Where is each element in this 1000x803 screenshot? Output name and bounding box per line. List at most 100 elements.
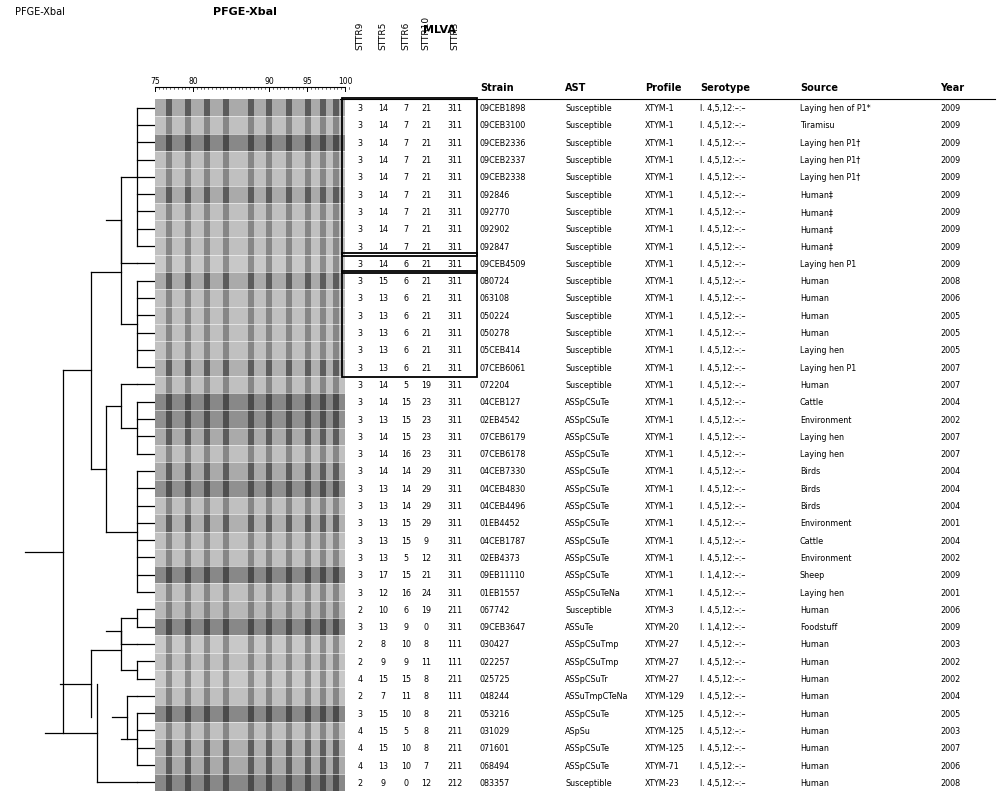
Bar bbox=[248, 687, 254, 704]
Bar bbox=[320, 169, 326, 186]
Text: 311: 311 bbox=[448, 553, 462, 562]
Text: 072204: 072204 bbox=[480, 381, 510, 389]
Text: Susceptible: Susceptible bbox=[565, 277, 612, 286]
Bar bbox=[286, 601, 292, 618]
Text: Year: Year bbox=[940, 83, 964, 93]
Text: 07CEB6061: 07CEB6061 bbox=[480, 363, 526, 372]
Bar bbox=[333, 635, 339, 653]
Text: 031029: 031029 bbox=[480, 726, 510, 735]
Text: 11: 11 bbox=[421, 657, 431, 666]
Text: Susceptible: Susceptible bbox=[565, 243, 612, 251]
Text: 8: 8 bbox=[424, 726, 428, 735]
Text: 2005: 2005 bbox=[940, 346, 960, 355]
Bar bbox=[204, 238, 210, 255]
Bar bbox=[166, 203, 172, 221]
Bar bbox=[185, 221, 191, 238]
Bar bbox=[155, 411, 345, 428]
Text: Foodstuff: Foodstuff bbox=[800, 622, 837, 631]
Text: 2007: 2007 bbox=[940, 432, 960, 442]
Text: I. 4,5,12:–:–: I. 4,5,12:–:– bbox=[700, 467, 746, 476]
Bar bbox=[248, 653, 254, 670]
Text: 3: 3 bbox=[358, 139, 362, 148]
Bar bbox=[185, 704, 191, 722]
Text: Cattle: Cattle bbox=[800, 536, 824, 545]
Bar bbox=[333, 377, 339, 393]
Text: 311: 311 bbox=[448, 363, 462, 372]
Bar bbox=[223, 152, 229, 169]
Text: 7: 7 bbox=[403, 243, 409, 251]
Text: 2009: 2009 bbox=[940, 571, 960, 580]
Text: 3: 3 bbox=[358, 312, 362, 320]
Text: 13: 13 bbox=[378, 363, 388, 372]
Text: ASSpCSuTe: ASSpCSuTe bbox=[565, 432, 610, 442]
Text: 2001: 2001 bbox=[940, 519, 960, 528]
Text: 21: 21 bbox=[421, 346, 431, 355]
Text: 311: 311 bbox=[448, 225, 462, 234]
Bar bbox=[204, 324, 210, 342]
Bar bbox=[333, 584, 339, 601]
Bar bbox=[166, 308, 172, 324]
Text: 2: 2 bbox=[357, 691, 363, 700]
Bar bbox=[266, 273, 272, 290]
Text: 21: 21 bbox=[421, 104, 431, 113]
Bar bbox=[155, 238, 345, 255]
Text: 13: 13 bbox=[378, 294, 388, 303]
Text: 10: 10 bbox=[401, 709, 411, 718]
Bar bbox=[266, 117, 272, 134]
Bar bbox=[304, 532, 310, 549]
Text: 3: 3 bbox=[358, 363, 362, 372]
Bar bbox=[333, 653, 339, 670]
Text: 21: 21 bbox=[421, 363, 431, 372]
Text: 211: 211 bbox=[447, 760, 463, 769]
Text: I. 4,5,12:–:–: I. 4,5,12:–:– bbox=[700, 709, 746, 718]
Text: 21: 21 bbox=[421, 259, 431, 268]
Bar bbox=[333, 238, 339, 255]
Bar bbox=[204, 653, 210, 670]
Bar bbox=[223, 393, 229, 411]
Text: Human: Human bbox=[800, 744, 829, 752]
Text: Profile: Profile bbox=[645, 83, 682, 93]
Bar bbox=[266, 740, 272, 756]
Bar bbox=[223, 722, 229, 740]
Bar bbox=[286, 308, 292, 324]
Bar bbox=[266, 774, 272, 791]
Text: Susceptible: Susceptible bbox=[565, 190, 612, 199]
Text: 311: 311 bbox=[448, 259, 462, 268]
Text: 21: 21 bbox=[421, 139, 431, 148]
Text: 15: 15 bbox=[401, 432, 411, 442]
Text: 2004: 2004 bbox=[940, 691, 960, 700]
Text: ASSpCSuTmp: ASSpCSuTmp bbox=[565, 657, 620, 666]
Text: 311: 311 bbox=[448, 328, 462, 337]
Text: 3: 3 bbox=[358, 346, 362, 355]
Bar bbox=[166, 238, 172, 255]
Bar bbox=[248, 635, 254, 653]
Bar bbox=[204, 601, 210, 618]
Text: 15: 15 bbox=[378, 744, 388, 752]
Text: 311: 311 bbox=[448, 484, 462, 493]
Text: 3: 3 bbox=[358, 519, 362, 528]
Text: 7: 7 bbox=[403, 139, 409, 148]
Bar bbox=[320, 618, 326, 635]
Text: ASSpCSuTe: ASSpCSuTe bbox=[565, 467, 610, 476]
Text: 8: 8 bbox=[424, 744, 428, 752]
Bar bbox=[155, 290, 345, 308]
Bar bbox=[304, 774, 310, 791]
Bar bbox=[204, 290, 210, 308]
Bar bbox=[320, 722, 326, 740]
Text: Human: Human bbox=[800, 778, 829, 787]
Bar bbox=[266, 584, 272, 601]
Bar bbox=[304, 670, 310, 687]
Text: 111: 111 bbox=[448, 640, 462, 649]
Text: I. 4,5,12:–:–: I. 4,5,12:–:– bbox=[700, 312, 746, 320]
Bar bbox=[286, 584, 292, 601]
Text: PFGE-Xbal: PFGE-Xbal bbox=[213, 7, 277, 17]
Bar bbox=[333, 100, 339, 117]
Text: 2009: 2009 bbox=[940, 225, 960, 234]
Bar bbox=[333, 290, 339, 308]
Text: Susceptible: Susceptible bbox=[565, 381, 612, 389]
Bar bbox=[248, 273, 254, 290]
Bar bbox=[155, 463, 345, 480]
Bar bbox=[204, 480, 210, 497]
Text: Human: Human bbox=[800, 760, 829, 769]
Text: 3: 3 bbox=[358, 501, 362, 511]
